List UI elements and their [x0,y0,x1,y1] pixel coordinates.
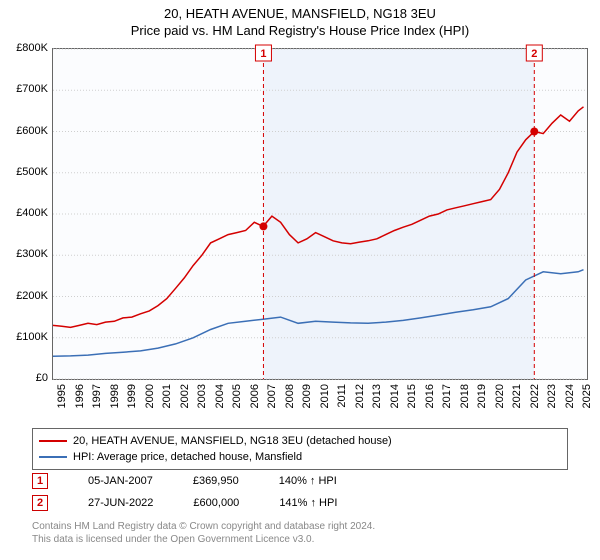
sale-delta-0: 140% ↑ HPI [279,475,337,487]
legend-item-1: HPI: Average price, detached house, Mans… [39,449,561,465]
ytick-label: £800K [16,42,48,54]
xtick-label: 2023 [546,384,558,408]
legend-swatch-0 [39,440,67,442]
xtick-label: 2025 [581,384,593,408]
footer-line1: Contains HM Land Registry data © Crown c… [32,520,375,533]
footer-attribution: Contains HM Land Registry data © Crown c… [32,520,375,546]
xtick-label: 2014 [389,384,401,408]
xtick-label: 2001 [161,384,173,408]
svg-text:2: 2 [531,48,537,60]
sales-table: 1 05-JAN-2007 £369,950 140% ↑ HPI 2 27-J… [32,470,337,514]
ytick-label: £0 [36,372,48,384]
xtick-label: 2013 [371,384,383,408]
xtick-label: 1998 [109,384,121,408]
legend-item-0: 20, HEATH AVENUE, MANSFIELD, NG18 3EU (d… [39,433,561,449]
ytick-label: £300K [16,248,48,260]
title-address: 20, HEATH AVENUE, MANSFIELD, NG18 3EU [0,6,600,21]
sale-date-0: 05-JAN-2007 [88,475,153,487]
svg-text:1: 1 [260,48,266,60]
sale-delta-1: 141% ↑ HPI [279,497,337,509]
xtick-label: 2010 [319,384,331,408]
xtick-label: 2021 [511,384,523,408]
xtick-label: 1997 [91,384,103,408]
xtick-label: 2008 [284,384,296,408]
xtick-label: 1996 [74,384,86,408]
xtick-label: 2022 [529,384,541,408]
sales-row-0: 1 05-JAN-2007 £369,950 140% ↑ HPI [32,470,337,492]
ytick-label: £500K [16,166,48,178]
xtick-label: 2006 [249,384,261,408]
xtick-label: 2002 [179,384,191,408]
legend-swatch-1 [39,456,67,458]
title-block: 20, HEATH AVENUE, MANSFIELD, NG18 3EU Pr… [0,0,600,40]
ytick-label: £600K [16,125,48,137]
sale-date-1: 27-JUN-2022 [88,497,153,509]
sale-badge-1: 2 [32,495,48,511]
chart-container: 20, HEATH AVENUE, MANSFIELD, NG18 3EU Pr… [0,0,600,560]
xtick-label: 1995 [56,384,68,408]
xtick-label: 2012 [354,384,366,408]
xtick-label: 2004 [214,384,226,408]
xtick-label: 2019 [476,384,488,408]
xtick-label: 2009 [301,384,313,408]
xtick-label: 2007 [266,384,278,408]
legend-label-1: HPI: Average price, detached house, Mans… [73,451,302,463]
xtick-label: 2016 [424,384,436,408]
xtick-label: 2003 [196,384,208,408]
sale-badge-0: 1 [32,473,48,489]
xtick-label: 2015 [406,384,418,408]
chart-svg: 12 [53,49,587,379]
sale-price-1: £600,000 [193,497,239,509]
xtick-label: 2018 [459,384,471,408]
xtick-label: 2024 [564,384,576,408]
sales-row-1: 2 27-JUN-2022 £600,000 141% ↑ HPI [32,492,337,514]
sale-price-0: £369,950 [193,475,239,487]
xtick-label: 1999 [126,384,138,408]
plot-area: 12 [52,48,588,380]
ytick-label: £100K [16,331,48,343]
ytick-label: £700K [16,83,48,95]
legend: 20, HEATH AVENUE, MANSFIELD, NG18 3EU (d… [32,428,568,470]
ytick-label: £400K [16,207,48,219]
xtick-label: 2020 [494,384,506,408]
xtick-label: 2011 [336,384,348,408]
footer-line2: This data is licensed under the Open Gov… [32,533,375,546]
xtick-label: 2005 [231,384,243,408]
xtick-label: 2017 [441,384,453,408]
title-subtitle: Price paid vs. HM Land Registry's House … [0,23,600,38]
legend-label-0: 20, HEATH AVENUE, MANSFIELD, NG18 3EU (d… [73,435,392,447]
ytick-label: £200K [16,290,48,302]
xtick-label: 2000 [144,384,156,408]
